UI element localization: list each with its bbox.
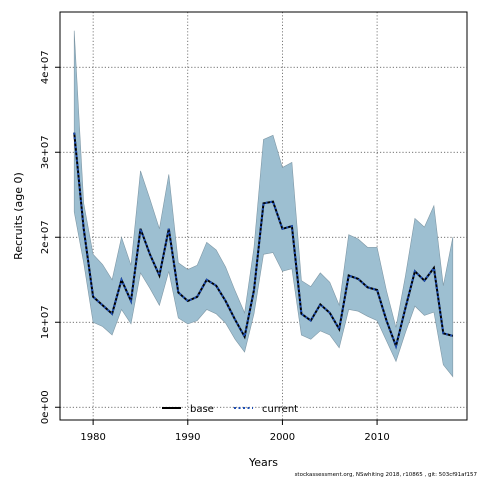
- x-tick-label: 2010: [364, 432, 389, 443]
- legend: base current: [162, 404, 298, 415]
- y-tick-label: 1e+07: [40, 305, 51, 339]
- y-tick-label: 2e+07: [40, 220, 51, 254]
- y-tick-label: 3e+07: [40, 135, 51, 169]
- x-tick-label: 1990: [175, 432, 200, 443]
- y-tick-label: 4e+07: [40, 50, 51, 84]
- plot-frame: [59, 11, 468, 421]
- series-line-current: [73, 132, 454, 350]
- x-tick-label: 1980: [80, 432, 105, 443]
- legend-label-base: base: [190, 404, 214, 415]
- x-axis: 1980 1990 2000 2010: [80, 420, 390, 443]
- legend-label-current: current: [262, 404, 298, 415]
- x-axis-title: Years: [248, 456, 278, 469]
- grid-lines: [60, 12, 467, 420]
- footer-caption: stockassessment.org, NSwhiting 2018, r10…: [294, 472, 477, 478]
- x-tick-label: 2000: [270, 432, 295, 443]
- y-axis-title: Recruits (age 0): [12, 172, 25, 260]
- y-tick-label: 0e+00: [40, 390, 51, 424]
- y-axis: 0e+00 1e+07 2e+07 3e+07 4e+07: [40, 50, 60, 424]
